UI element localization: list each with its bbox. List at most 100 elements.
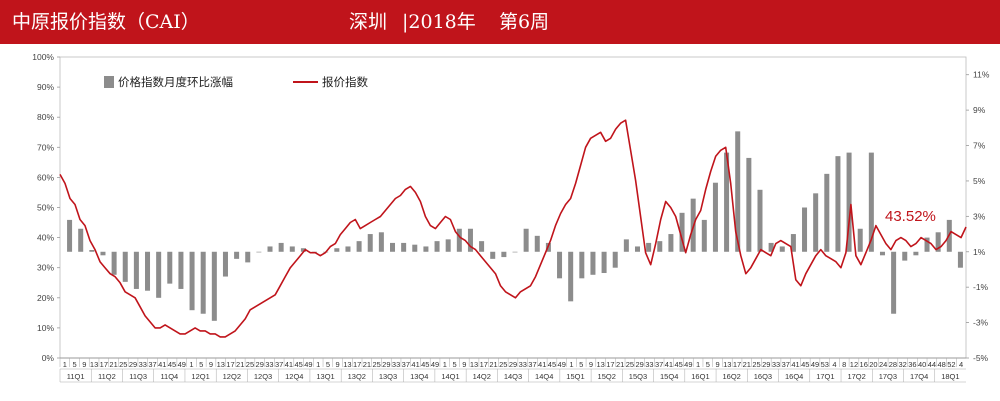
left-tick-label: 10% xyxy=(37,323,54,333)
week-tick-label: 5 xyxy=(452,360,456,369)
week-tick-label: 45 xyxy=(674,360,682,369)
week-tick-label: 45 xyxy=(421,360,429,369)
quarter-tick-label: 16Q2 xyxy=(723,372,741,381)
bar xyxy=(779,246,785,252)
axes: 0% 10% 20% 30% 40% 50% 60% 70% 80% 90% 100% -5% -3% -… xyxy=(32,52,990,383)
bar xyxy=(356,241,362,252)
legend-bar-swatch xyxy=(104,76,114,88)
week-tick-label: 13 xyxy=(470,360,478,369)
bar xyxy=(512,251,518,253)
week-tick-label: 49 xyxy=(558,360,566,369)
bar xyxy=(534,235,540,252)
week-tick-label: 1 xyxy=(316,360,320,369)
bar xyxy=(523,228,529,252)
bar xyxy=(245,251,251,263)
week-tick-label: 37 xyxy=(528,360,536,369)
week-tick-label: 29 xyxy=(382,360,390,369)
quote-index-line xyxy=(59,119,967,338)
bar xyxy=(289,246,295,252)
bar xyxy=(133,251,139,289)
week-tick-label: 17 xyxy=(606,360,614,369)
week-tick-label: 9 xyxy=(336,360,340,369)
quarter-tick-label: 15Q4 xyxy=(660,372,678,381)
bar xyxy=(234,251,240,259)
right-tick-label: 9% xyxy=(973,105,986,115)
right-tick-label: 1% xyxy=(973,247,986,257)
quarter-tick-label: 15Q1 xyxy=(566,372,584,381)
annotations: 43.52% xyxy=(885,208,936,225)
bar xyxy=(679,212,685,252)
bar xyxy=(445,239,451,252)
bar xyxy=(879,251,885,256)
week-tick-label: 37 xyxy=(148,360,156,369)
week-tick-label: 24 xyxy=(879,360,887,369)
week-tick-label: 49 xyxy=(304,360,312,369)
bar xyxy=(100,251,106,256)
right-tick-label: 5% xyxy=(973,176,986,186)
bar xyxy=(401,242,407,252)
bar xyxy=(111,251,117,275)
bar xyxy=(378,232,384,252)
bar xyxy=(712,182,718,252)
quarter-tick-label: 12Q4 xyxy=(285,372,303,381)
week-tick-label: 33 xyxy=(519,360,527,369)
week-tick-label: 5 xyxy=(326,360,330,369)
week-tick-label: 25 xyxy=(752,360,760,369)
left-tick-label: 30% xyxy=(37,263,54,273)
week-tick-label: 45 xyxy=(548,360,556,369)
week-tick-label: 33 xyxy=(392,360,400,369)
bar xyxy=(334,248,340,252)
bar xyxy=(913,251,919,256)
left-tick-label: 0% xyxy=(42,353,55,363)
bar xyxy=(456,228,462,252)
week-tick-label: 25 xyxy=(499,360,507,369)
quarter-tick-label: 16Q4 xyxy=(785,372,803,381)
week-tick-label: 49 xyxy=(684,360,692,369)
week-tick-label: 48 xyxy=(937,360,945,369)
week-tick-label: 25 xyxy=(246,360,254,369)
bar xyxy=(735,131,741,252)
week-tick-label: 1 xyxy=(569,360,573,369)
bar xyxy=(646,242,652,252)
bar xyxy=(957,251,963,268)
bar xyxy=(412,244,418,252)
quarter-tick-label: 15Q3 xyxy=(629,372,647,381)
week-tick-label: 9 xyxy=(589,360,593,369)
bar xyxy=(200,251,206,314)
bar xyxy=(467,228,473,252)
bar xyxy=(623,239,629,252)
week-tick-label: 36 xyxy=(908,360,916,369)
bar xyxy=(924,237,930,252)
legend-line-label: 报价指数 xyxy=(322,75,368,89)
bar xyxy=(868,152,874,252)
week-tick-label: 17 xyxy=(733,360,741,369)
bar xyxy=(189,251,195,311)
bar xyxy=(300,248,306,252)
week-tick-label: 20 xyxy=(869,360,877,369)
quarter-tick-label: 17Q1 xyxy=(816,372,834,381)
week-tick-label: 16 xyxy=(860,360,868,369)
bar xyxy=(746,157,752,252)
legend: 价格指数月度环比涨幅 报价指数 xyxy=(104,75,368,89)
week-tick-label: 49 xyxy=(431,360,439,369)
bar xyxy=(122,251,128,282)
chart-title: 中原报价指数（CAI） xyxy=(12,11,200,33)
week-tick-label: 13 xyxy=(90,360,98,369)
week-tick-label: 21 xyxy=(616,360,624,369)
week-tick-label: 17 xyxy=(226,360,234,369)
week-tick-label: 41 xyxy=(665,360,673,369)
week-tick-label: 45 xyxy=(801,360,809,369)
bar xyxy=(835,156,841,252)
week-tick-label: 41 xyxy=(285,360,293,369)
week-tick-label: 9 xyxy=(209,360,213,369)
week-tick-label: 9 xyxy=(715,360,719,369)
week-tick-label: 40 xyxy=(918,360,926,369)
week-tick-label: 4 xyxy=(832,360,836,369)
week-tick-label: 41 xyxy=(411,360,419,369)
week-tick-label: 33 xyxy=(645,360,653,369)
quarter-tick-label: 11Q1 xyxy=(67,372,85,381)
bar xyxy=(768,242,774,252)
week-tick-label: 45 xyxy=(168,360,176,369)
week-tick-label: 45 xyxy=(295,360,303,369)
week-tick-label: 21 xyxy=(109,360,117,369)
